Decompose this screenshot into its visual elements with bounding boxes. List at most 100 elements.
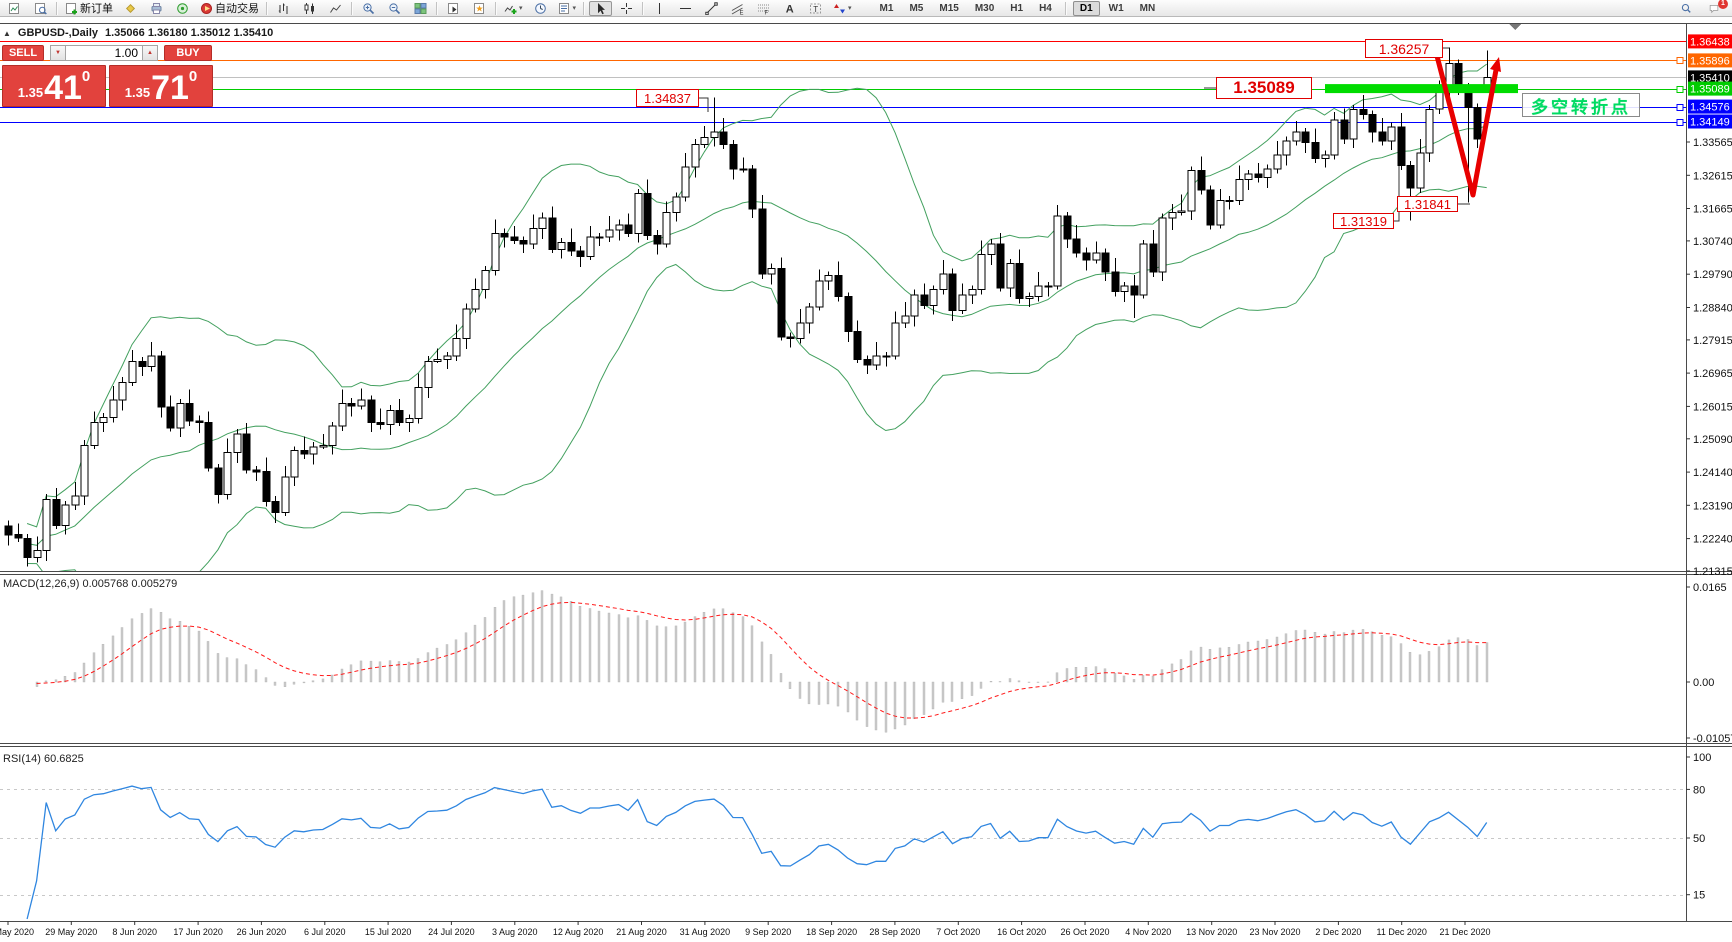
tile-windows-button[interactable] [409,1,432,16]
price-callout-label[interactable]: 1.31319 [1333,213,1394,229]
zoom-out-button[interactable] [383,1,406,16]
autotrading-button[interactable]: 自动交易 [197,1,262,16]
price-callout-label[interactable]: 1.36257 [1365,39,1443,58]
timeframe-m5-button[interactable]: M5 [902,1,930,16]
toolbar-separator [495,1,497,15]
arrows-tool-button[interactable]: ▾ [830,1,855,16]
search-button[interactable] [1675,1,1697,16]
template-button[interactable]: ▾ [555,1,580,16]
chart-header: ▲ GBPUSD-,Daily 1.35066 1.36180 1.35012 … [3,27,273,39]
profiles-button[interactable] [29,1,52,16]
timeframe-m15-button[interactable]: M15 [932,1,965,16]
time-axis-label: 9 Sep 2020 [745,927,791,937]
horizontal-line-tool-button[interactable] [674,1,697,16]
arrows-tool-icon [834,3,846,13]
chart-title: GBPUSD-,Daily [17,27,98,39]
rsi-axis-tick-label: 80 [1693,784,1705,796]
price-axis-tick-label: 1.27915 [1693,335,1732,347]
timeframe-m1-button[interactable]: M1 [873,1,901,16]
timeframe-h4-button[interactable]: H4 [1032,1,1059,16]
equidistant-channel-tool-button[interactable]: E [726,1,749,16]
text-tool-icon: A [786,3,794,15]
buy-price-pips: 71 [151,69,189,107]
notification-badge: 1 [1718,0,1728,9]
zoom-in-button[interactable] [357,1,380,16]
navigator-button[interactable] [442,1,465,16]
print-button[interactable] [145,1,168,16]
price-axis-chip [1688,81,1732,96]
price-callout-label[interactable]: 1.31841 [1397,196,1458,212]
add-indicator-icon [504,5,517,14]
text-tool-button[interactable]: A [778,1,801,16]
time-axis-label: 21 Dec 2020 [1439,927,1490,937]
toolbar-buttons: 新订单 自动交易 ▾ ▾ E F A T ▾ [3,0,855,16]
volume-input[interactable] [66,45,142,61]
time-axis-label: 26 Oct 2020 [1060,927,1109,937]
timeframe-m30-button[interactable]: M30 [968,1,1001,16]
volume-decrease-button[interactable]: ▼ [50,45,66,61]
label-tool-icon: T [810,3,822,13]
sell-price-display[interactable]: 1.35 41 0 [2,65,106,107]
line-handle[interactable] [1676,57,1684,64]
v-reversal-arrow[interactable] [1434,53,1499,198]
time-axis-label: 6 Jul 2020 [304,927,346,937]
new-chart-button[interactable] [3,1,26,16]
support-zone-band[interactable] [1325,84,1518,94]
rsi-grid [0,789,1686,896]
time-axis-label: 31 Aug 2020 [680,927,731,937]
period-button[interactable] [529,1,552,16]
chart-shift-marker-icon[interactable] [1509,24,1521,30]
collapse-icon[interactable]: ▲ [3,28,11,38]
cursor-tool-button[interactable] [589,0,613,16]
timeframe-w1-button[interactable]: W1 [1102,1,1131,16]
trendline-tool-button[interactable] [700,1,723,16]
template-icon [558,2,569,14]
line-chart-mode-button[interactable] [324,1,347,16]
buy-button[interactable]: BUY [164,45,212,61]
candlestick-mode-button[interactable] [298,1,321,16]
strategy-tester-icon [474,2,484,14]
turning-point-annotation[interactable]: 多空转折点 [1522,93,1640,117]
rsi-axis-tick-label: 50 [1693,833,1705,845]
fibonacci-tool-button[interactable]: F [752,1,775,16]
signals-button[interactable] [171,1,194,16]
add-indicator-button[interactable]: ▾ [501,1,526,16]
price-axis-tick-label: 1.24140 [1693,467,1732,479]
time-axis-label: 24 Jul 2020 [428,927,475,937]
timeframe-h1-button[interactable]: H1 [1003,1,1030,16]
new-order-button[interactable]: 新订单 [62,1,116,16]
time-axis-label: 21 Aug 2020 [616,927,667,937]
toolbar-separator [436,1,438,15]
dropdown-caret-icon: ▾ [519,4,523,12]
vertical-line-tool-button[interactable] [648,1,671,16]
notifications-icon [1709,4,1719,13]
toolbar: 新订单 自动交易 ▾ ▾ E F A T ▾ M1 M5 M15 M30 H1 H4 D1 W1 MN 1 [0,0,1732,17]
price-callout-label[interactable]: 1.35089 [1216,77,1312,99]
line-handle[interactable] [1676,86,1684,93]
navigator-icon [448,2,458,14]
timeframe-mn-button[interactable]: MN [1133,1,1163,16]
timeframe-d1-button[interactable]: D1 [1072,0,1100,16]
price-axis-tick-label: 1.22240 [1693,534,1732,546]
time-axis-label: 28 Sep 2020 [869,927,920,937]
bar-chart-mode-button[interactable] [272,1,295,16]
depth-of-market-button[interactable] [119,1,142,16]
line-handle[interactable] [1676,119,1684,126]
line-handle[interactable] [1676,104,1684,111]
svg-text:F: F [765,10,769,15]
zoom-in-icon [363,2,375,14]
price-callout-label[interactable]: 1.34837 [636,89,699,107]
time-axis-label: 2 Dec 2020 [1315,927,1361,937]
strategy-tester-button[interactable] [468,1,491,16]
buy-price-display[interactable]: 1.35 71 0 [109,65,213,107]
label-tool-button[interactable]: T [804,1,827,16]
notifications-button[interactable]: 1 [1703,0,1728,16]
rsi-axis-tick-label: 15 [1693,890,1705,902]
price-axis-chip-label: 1.34149 [1690,117,1730,129]
dropdown-caret-icon: ▾ [572,4,577,12]
time-axis-label: 13 Nov 2020 [1186,927,1237,937]
crosshair-tool-button[interactable] [615,1,638,16]
sell-button[interactable]: SELL [2,45,44,61]
volume-increase-button[interactable]: ▲ [142,45,158,61]
